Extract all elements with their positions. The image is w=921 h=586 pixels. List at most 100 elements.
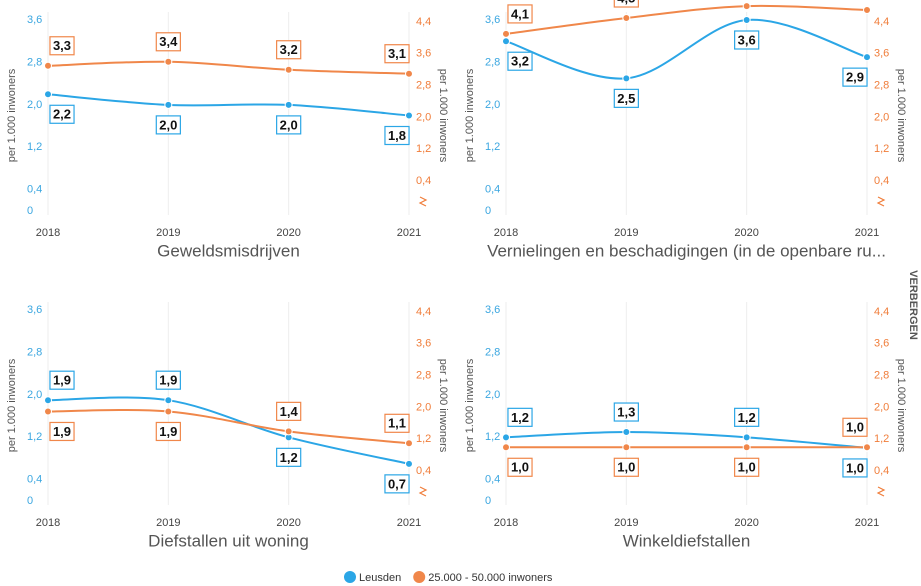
data-label-box (276, 447, 302, 467)
data-label: 1,0 (846, 460, 864, 475)
y2-tick-label: 2,8 (874, 80, 889, 92)
y2-axis-title: per 1.000 inwoners (437, 69, 449, 163)
y2-tick-label: 2,0 (874, 401, 889, 413)
data-label: 2,0 (280, 117, 298, 132)
y2-tick-label: 4,4 (874, 306, 889, 318)
point (622, 443, 631, 452)
data-label: 1,9 (159, 373, 177, 388)
x-tick-label: 2019 (156, 227, 180, 239)
point (164, 100, 173, 109)
data-label-box (276, 115, 302, 135)
data-label-box (384, 413, 410, 433)
point (622, 428, 631, 437)
data-label: 1,3 (617, 404, 635, 419)
data-label: 1,2 (280, 450, 298, 465)
data-label: 1,9 (53, 424, 71, 439)
y2-tick-label: 2,8 (416, 80, 431, 92)
data-label: 1,2 (511, 410, 529, 425)
y-tick-label: 0,4 (485, 474, 500, 486)
data-label-box (155, 370, 181, 390)
data-label-box (49, 104, 75, 124)
data-label-box (734, 457, 760, 477)
y-axis-title: per 1.000 inwoners (464, 358, 476, 452)
chart-panel: 2018 2019 2020 2021 0 0,4 1,2 2,0 2,8 3,6 0,4 1,2 2,… (464, 0, 907, 260)
data-label-box (49, 370, 75, 390)
x-tick-label: 2018 (36, 227, 60, 239)
data-label: 1,0 (738, 460, 756, 475)
point (284, 65, 293, 74)
data-label-box (734, 30, 760, 50)
data-label: 1,0 (617, 460, 635, 475)
x-tick-label: 2018 (494, 517, 518, 529)
series-line (47, 93, 410, 117)
data-label-box (507, 51, 533, 71)
y-axis-title: per 1.000 inwoners (6, 358, 18, 452)
y-tick-label: 1,2 (485, 141, 500, 153)
data-label-box (613, 0, 639, 8)
data-label: 4,5 (617, 0, 635, 5)
data-label: 3,4 (159, 34, 178, 49)
point (863, 53, 871, 62)
point (622, 74, 631, 83)
series-line (47, 409, 410, 445)
data-label-box (384, 125, 410, 146)
data-label: 1,8 (388, 128, 406, 143)
axis-break (418, 196, 428, 207)
chart-title: Vernielingen en beschadigingen (in de op… (487, 241, 886, 260)
side-tab[interactable]: VERBERGEN (907, 270, 919, 340)
y-tick-label: 2,0 (27, 389, 42, 401)
y2-tick-label: 0,4 (416, 465, 431, 477)
x-tick-label: 2019 (156, 517, 180, 529)
point (742, 16, 751, 24)
point (863, 443, 871, 452)
data-label-box (613, 457, 639, 477)
legend-label: Leusden (359, 572, 401, 584)
y-tick-label: 3,6 (485, 304, 500, 316)
x-tick-label: 2019 (614, 517, 638, 529)
y-tick-label: 0,4 (485, 184, 500, 196)
point (405, 111, 413, 120)
y-tick-label: 1,2 (27, 141, 42, 153)
data-label-box (842, 67, 868, 87)
data-label: 1,0 (511, 460, 529, 475)
y-tick-label: 0,4 (27, 474, 42, 486)
series-line (505, 4, 868, 35)
data-label: 2,2 (53, 107, 71, 122)
y2-tick-label: 0,4 (874, 175, 889, 187)
y2-tick-label: 3,6 (874, 338, 889, 350)
series-line (505, 18, 868, 80)
y2-tick-label: 2,0 (874, 111, 889, 123)
y2-tick-label: 1,2 (416, 143, 431, 155)
data-label: 3,6 (738, 32, 756, 47)
y-axis-title: per 1.000 inwoners (6, 68, 18, 162)
data-label-box (842, 417, 868, 437)
y-tick-label: 2,0 (485, 99, 500, 111)
data-label-box (276, 40, 302, 60)
y-tick-label: 0 (27, 495, 33, 507)
y2-tick-label: 3,6 (416, 48, 431, 60)
y2-tick-label: 4,4 (874, 16, 889, 28)
x-tick-label: 2021 (855, 517, 879, 529)
axis-break (876, 486, 886, 497)
point (44, 407, 52, 416)
data-label-box (507, 457, 533, 477)
chart-title: Diefstallen uit woning (148, 531, 309, 550)
data-label: 3,2 (280, 42, 298, 57)
data-label-box (49, 36, 75, 56)
y-tick-label: 0 (485, 495, 491, 507)
y-tick-label: 0 (485, 205, 491, 217)
y2-tick-label: 2,8 (416, 370, 431, 382)
data-label: 1,9 (53, 373, 71, 388)
y-tick-label: 2,8 (27, 346, 42, 358)
data-label: 2,0 (159, 117, 177, 132)
y-tick-label: 3,6 (27, 14, 42, 26)
data-label: 0,7 (388, 476, 406, 491)
x-tick-label: 2018 (494, 227, 518, 239)
data-label-box (155, 32, 181, 52)
data-label: 4,1 (511, 6, 529, 21)
point (742, 433, 751, 442)
point (502, 433, 510, 442)
point (742, 443, 751, 452)
point (742, 2, 751, 11)
